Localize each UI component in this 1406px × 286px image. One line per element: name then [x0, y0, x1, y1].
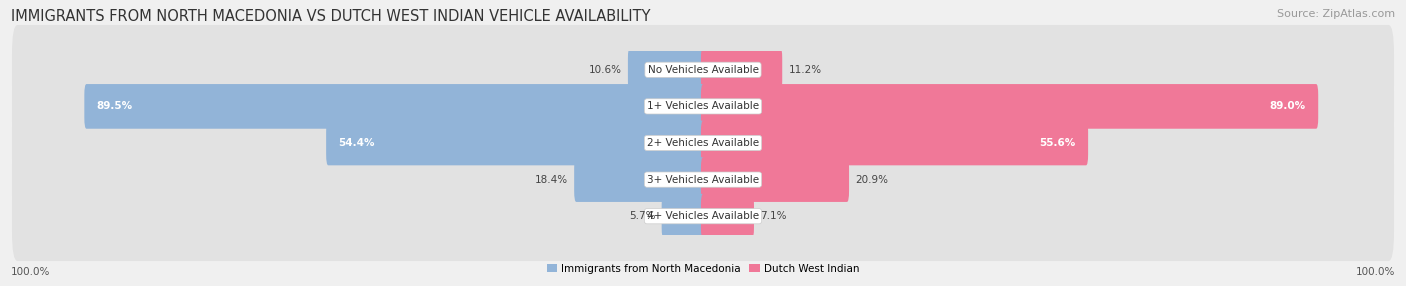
Text: 1+ Vehicles Available: 1+ Vehicles Available [647, 102, 759, 111]
FancyBboxPatch shape [84, 84, 704, 129]
FancyBboxPatch shape [702, 121, 1088, 165]
Text: 10.6%: 10.6% [589, 65, 621, 75]
Text: 7.1%: 7.1% [761, 211, 787, 221]
Text: 55.6%: 55.6% [1039, 138, 1076, 148]
Legend: Immigrants from North Macedonia, Dutch West Indian: Immigrants from North Macedonia, Dutch W… [543, 260, 863, 278]
Text: 3+ Vehicles Available: 3+ Vehicles Available [647, 175, 759, 184]
FancyBboxPatch shape [702, 47, 782, 92]
FancyBboxPatch shape [628, 47, 704, 92]
Text: 100.0%: 100.0% [11, 267, 51, 277]
FancyBboxPatch shape [702, 157, 849, 202]
FancyBboxPatch shape [702, 194, 754, 239]
Text: IMMIGRANTS FROM NORTH MACEDONIA VS DUTCH WEST INDIAN VEHICLE AVAILABILITY: IMMIGRANTS FROM NORTH MACEDONIA VS DUTCH… [11, 9, 651, 23]
Text: 100.0%: 100.0% [1355, 267, 1395, 277]
Text: 2+ Vehicles Available: 2+ Vehicles Available [647, 138, 759, 148]
Text: 4+ Vehicles Available: 4+ Vehicles Available [647, 211, 759, 221]
Text: No Vehicles Available: No Vehicles Available [648, 65, 758, 75]
Text: 89.5%: 89.5% [97, 102, 132, 111]
FancyBboxPatch shape [13, 135, 1393, 225]
Text: 11.2%: 11.2% [789, 65, 821, 75]
Text: 89.0%: 89.0% [1270, 102, 1306, 111]
FancyBboxPatch shape [662, 194, 704, 239]
Text: 5.7%: 5.7% [628, 211, 655, 221]
FancyBboxPatch shape [574, 157, 704, 202]
FancyBboxPatch shape [326, 121, 704, 165]
Text: 54.4%: 54.4% [339, 138, 375, 148]
FancyBboxPatch shape [702, 84, 1319, 129]
FancyBboxPatch shape [13, 61, 1393, 151]
Text: 20.9%: 20.9% [855, 175, 889, 184]
FancyBboxPatch shape [13, 171, 1393, 261]
FancyBboxPatch shape [13, 98, 1393, 188]
FancyBboxPatch shape [13, 25, 1393, 115]
Text: Source: ZipAtlas.com: Source: ZipAtlas.com [1277, 9, 1395, 19]
Text: 18.4%: 18.4% [534, 175, 568, 184]
